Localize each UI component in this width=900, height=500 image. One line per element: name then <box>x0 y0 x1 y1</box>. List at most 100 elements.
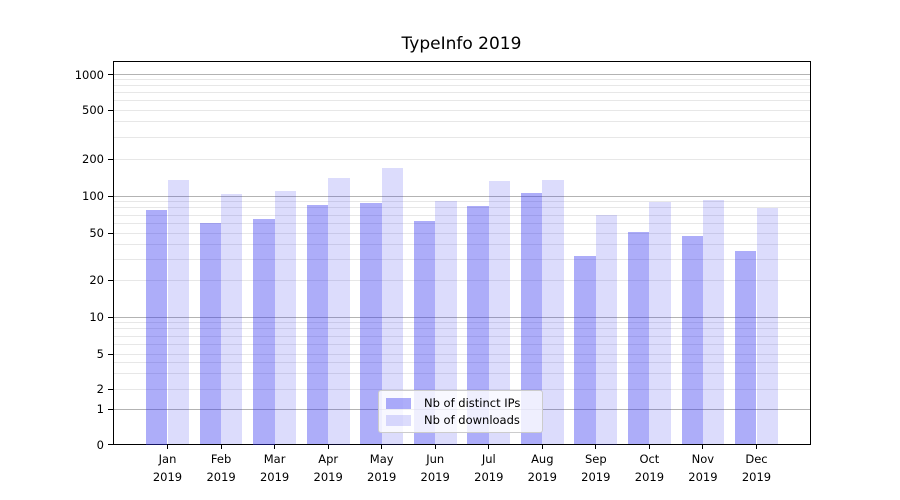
bar-downloads-feb <box>221 194 243 445</box>
gridline <box>114 85 810 87</box>
gridline <box>114 388 810 390</box>
gridline <box>114 373 810 374</box>
bar-downloads-nov <box>702 199 725 445</box>
gridline <box>114 362 810 363</box>
legend-label-distinct-ips: Nb of distinct IPs <box>424 396 521 410</box>
bar-distinct-ips-jul <box>467 205 489 445</box>
y-tick-label: 2 <box>96 382 104 396</box>
y-tick-mark <box>108 279 113 281</box>
bar-downloads-jan <box>167 180 189 445</box>
gridline <box>114 279 810 281</box>
bar-distinct-ips-nov <box>681 236 703 445</box>
gridline <box>114 79 810 81</box>
gridline <box>114 316 810 318</box>
gridline <box>114 121 810 123</box>
x-tick-mark <box>381 445 383 449</box>
y-tick-label: 500 <box>82 103 104 117</box>
bar-distinct-ips-jun <box>413 220 436 445</box>
y-tick-mark <box>108 195 113 197</box>
x-tick-mark <box>167 445 168 449</box>
bar-distinct-ips-apr <box>306 204 329 445</box>
bar-downloads-dec <box>756 207 778 445</box>
bar-distinct-ips-feb <box>199 223 222 445</box>
x-tick-label: Jul 2019 <box>474 452 504 484</box>
x-tick-label: Jan 2019 <box>152 452 183 484</box>
x-tick-label: Dec 2019 <box>741 452 772 484</box>
gridline <box>114 92 810 94</box>
x-tick-mark <box>434 445 436 449</box>
gridline <box>114 100 810 102</box>
bar-distinct-ips-mar <box>253 219 275 445</box>
gridline <box>114 258 810 260</box>
gridline <box>114 195 810 197</box>
legend-entry-distinct-ips: Nb of distinct IPs <box>386 396 535 410</box>
y-tick-label: 5 <box>96 347 104 361</box>
plot-area <box>113 61 811 445</box>
bar-distinct-ips-aug <box>520 193 543 445</box>
y-tick-mark <box>108 444 113 445</box>
gridline <box>114 328 810 330</box>
x-tick-label: Apr 2019 <box>313 452 343 484</box>
gridline <box>114 207 810 209</box>
y-tick-label: 10 <box>89 310 104 324</box>
legend: Nb of distinct IPs Nb of downloads <box>378 390 543 433</box>
y-tick-mark <box>108 158 113 160</box>
legend-swatch-distinct-ips <box>386 397 411 409</box>
legend-label-downloads: Nb of downloads <box>424 413 520 427</box>
gridline <box>114 232 810 234</box>
gridline <box>114 214 810 216</box>
gridline <box>114 243 810 245</box>
y-tick-label: 1000 <box>74 67 104 82</box>
bar-downloads-jul <box>488 180 511 445</box>
gridline <box>114 74 810 75</box>
x-tick-mark <box>488 445 490 449</box>
gridline <box>114 201 810 203</box>
bar-downloads-aug <box>542 180 564 445</box>
bar-downloads-oct <box>649 201 671 445</box>
y-tick-mark <box>108 109 113 111</box>
y-tick-mark <box>108 353 113 355</box>
gridline <box>114 158 810 160</box>
bar-downloads-may <box>381 168 404 445</box>
x-tick-label: Jun 2019 <box>420 452 450 484</box>
x-tick-mark <box>541 445 543 449</box>
gridline <box>114 136 810 138</box>
bar-downloads-sep <box>595 215 618 445</box>
y-tick-label: 200 <box>82 152 104 166</box>
gridline <box>114 335 810 337</box>
x-tick-mark <box>327 445 329 449</box>
y-tick-mark <box>108 408 113 410</box>
x-tick-label: Aug 2019 <box>527 452 557 484</box>
x-tick-label: Sep 2019 <box>581 452 611 484</box>
gridline <box>114 222 810 224</box>
x-tick-label: Nov 2019 <box>688 452 718 484</box>
gridline <box>114 322 810 324</box>
x-tick-mark <box>220 445 222 449</box>
gridline <box>114 343 810 345</box>
y-tick-label: 50 <box>89 226 104 240</box>
chart-title: TypeInfo 2019 <box>401 34 522 54</box>
y-tick-label: 1 <box>96 402 104 416</box>
y-tick-mark <box>108 74 113 75</box>
x-tick-mark <box>702 445 704 449</box>
x-tick-label: May 2019 <box>367 452 397 484</box>
y-tick-label: 100 <box>82 189 104 203</box>
bar-distinct-ips-sep <box>574 255 596 445</box>
x-tick-mark <box>595 445 597 449</box>
x-tick-mark <box>756 445 757 449</box>
bar-distinct-ips-may <box>360 202 382 445</box>
x-tick-label: Feb 2019 <box>206 452 236 484</box>
x-tick-label: Oct 2019 <box>634 452 665 484</box>
x-tick-mark <box>648 445 650 449</box>
gridline <box>114 109 810 111</box>
bar-distinct-ips-oct <box>628 231 650 445</box>
bar-downloads-jun <box>435 201 457 445</box>
y-tick-mark <box>108 388 113 390</box>
y-tick-label: 20 <box>89 273 104 287</box>
x-tick-mark <box>274 445 276 449</box>
bar-distinct-ips-dec <box>735 251 757 445</box>
bar-downloads-apr <box>328 178 350 445</box>
y-tick-mark <box>108 232 113 234</box>
legend-swatch-downloads <box>386 414 411 426</box>
x-tick-label: Mar 2019 <box>259 452 290 484</box>
